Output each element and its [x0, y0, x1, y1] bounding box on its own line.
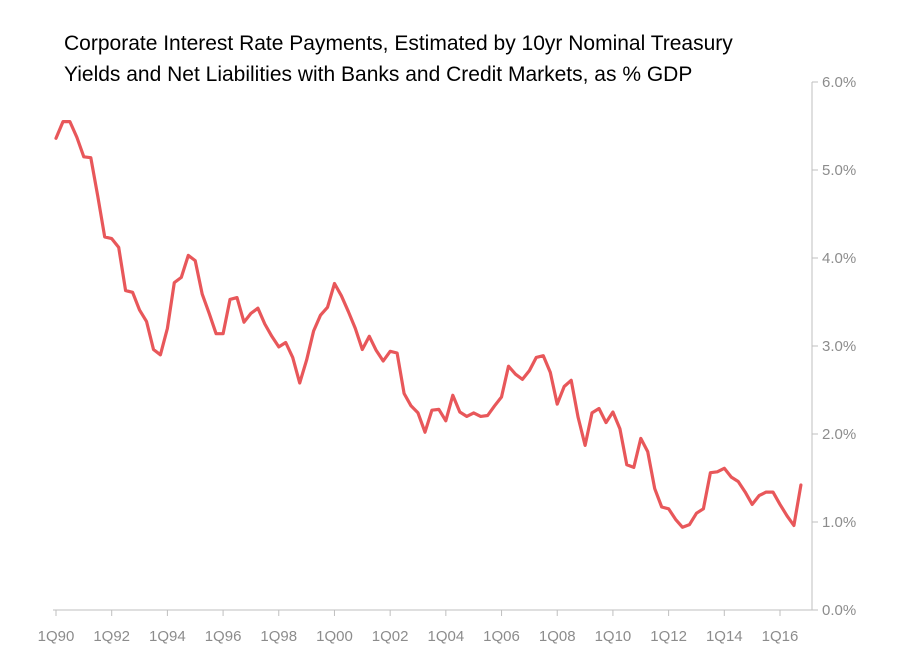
x-tick-label: 1Q02	[372, 628, 409, 645]
x-tick-label: 1Q96	[205, 628, 242, 645]
x-tick-label: 1Q98	[260, 628, 297, 645]
y-tick-label: 3.0%	[822, 338, 856, 355]
x-tick-label: 1Q00	[316, 628, 353, 645]
tick-layer: 0.0% 1.0% 2.0% 3.0% 4.0% 5.0% 6.0% 1Q90 1Q92 1Q94…	[38, 74, 857, 645]
axis-layer	[53, 82, 813, 611]
x-tick-label: 1Q08	[539, 628, 576, 645]
x-tick-label: 1Q16	[762, 628, 799, 645]
y-tick-label: 2.0%	[822, 426, 856, 443]
x-tick-label: 1Q14	[706, 628, 743, 645]
chart-title: Corporate Interest Rate Payments, Estima…	[64, 32, 733, 86]
y-tick-label: 5.0%	[822, 162, 856, 179]
series-layer	[54, 119, 803, 529]
x-tick-label: 1Q94	[149, 628, 186, 645]
x-tick-label: 1Q12	[650, 628, 687, 645]
x-tick-label: 1Q92	[93, 628, 130, 645]
y-tick-label: 0.0%	[822, 602, 856, 619]
y-tick-label: 1.0%	[822, 514, 856, 531]
x-tick-label: 1Q90	[38, 628, 75, 645]
series-line	[54, 119, 803, 529]
x-tick-label: 1Q06	[483, 628, 520, 645]
x-tick-label: 1Q04	[427, 628, 464, 645]
y-tick-label: 4.0%	[822, 250, 856, 267]
x-tick-label: 1Q10	[595, 628, 632, 645]
y-tick-label: 6.0%	[822, 74, 856, 91]
